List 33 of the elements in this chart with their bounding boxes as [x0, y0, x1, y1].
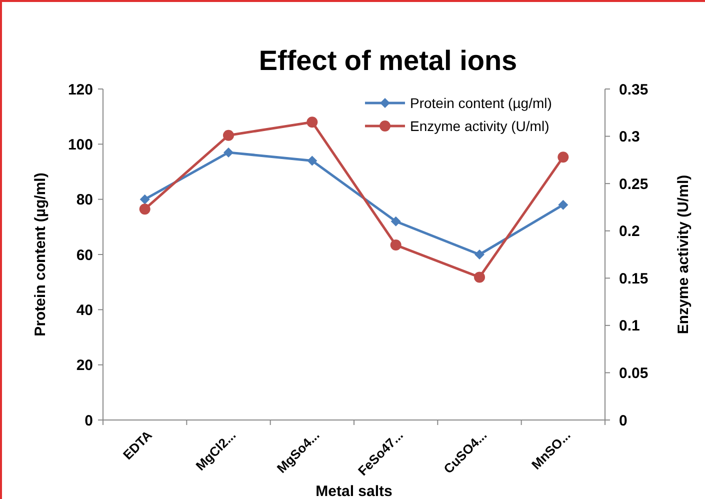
- y-tick-label: 60: [76, 246, 93, 264]
- point: [390, 216, 401, 226]
- chart-title: Effect of metal ions: [258, 45, 518, 76]
- y2-tick-label: 0.25: [619, 176, 648, 193]
- point: [140, 194, 150, 204]
- y2-tick-label: 0.3: [619, 128, 640, 146]
- point: [558, 152, 569, 163]
- point: [390, 240, 402, 251]
- point: [224, 147, 234, 158]
- y2-tick-label: 0.05: [619, 364, 648, 382]
- x-axis-title: Metal salts: [316, 483, 392, 499]
- y-axis-title: Protein content (µg/ml): [32, 172, 49, 336]
- y-tick-label: 80: [76, 192, 93, 209]
- y2-axis-title: Enzyme activity (U/ml): [675, 174, 692, 334]
- y-tick-label: 0: [84, 412, 93, 430]
- y2-tick-label: 0.35: [619, 81, 648, 98]
- point: [223, 130, 234, 141]
- y2-tick-label: 0.1: [619, 318, 640, 335]
- y-tick-label: 40: [76, 302, 93, 319]
- point: [306, 116, 318, 128]
- point: [474, 272, 485, 283]
- legend-label: Protein content (µg/ml): [410, 94, 552, 111]
- point: [558, 200, 568, 210]
- y2-tick-label: 0: [619, 412, 628, 430]
- y-tick-label: 120: [68, 81, 93, 98]
- y-tick-label: 20: [76, 357, 93, 374]
- point: [139, 204, 150, 215]
- y2-tick-label: 0.15: [619, 270, 648, 288]
- y-tick-label: 100: [68, 136, 93, 154]
- legend-label: Enzyme activity (U/ml): [410, 118, 550, 134]
- point: [474, 250, 484, 260]
- y2-tick-label: 0.2: [619, 223, 640, 240]
- point: [307, 156, 318, 166]
